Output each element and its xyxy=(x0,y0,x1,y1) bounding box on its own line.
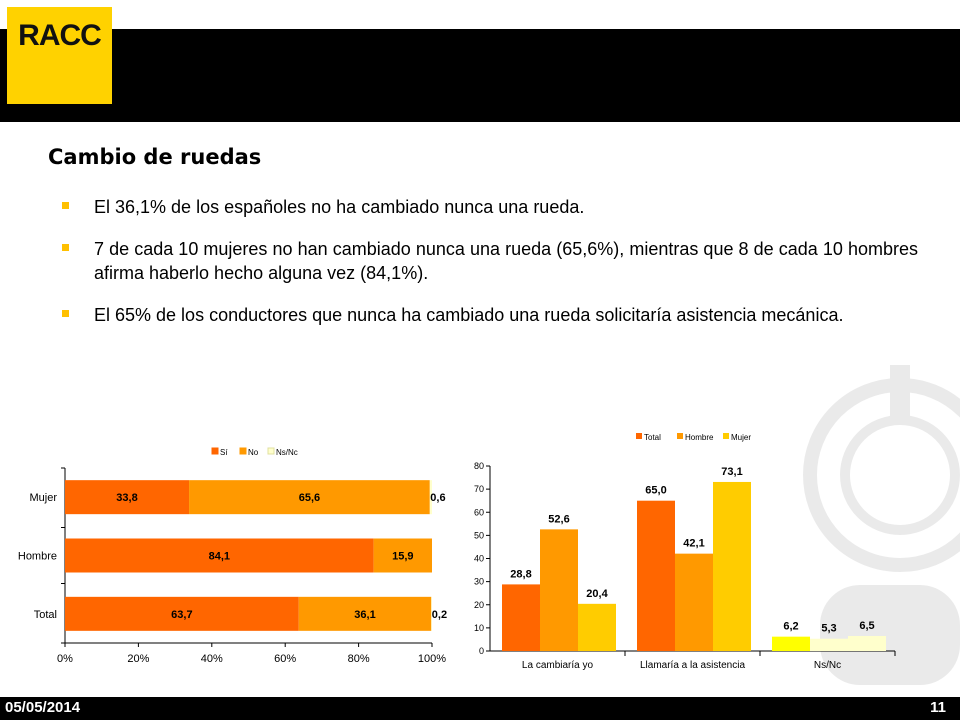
legend-swatch xyxy=(636,433,642,439)
bar xyxy=(540,529,578,651)
x-tick-label: 80% xyxy=(348,653,370,665)
data-label: 6,5 xyxy=(859,620,874,632)
bullet-item: El 36,1% de los españoles no ha cambiado… xyxy=(60,195,918,219)
bullet-square-icon xyxy=(62,310,69,317)
y-tick-label: 0 xyxy=(479,646,484,656)
legend-swatch xyxy=(239,447,247,455)
bullet-text: El 65% de los conductores que nunca ha c… xyxy=(94,305,844,325)
x-tick-label: 40% xyxy=(201,653,223,665)
y-tick-label: 60 xyxy=(474,507,484,517)
legend-swatch xyxy=(211,447,219,455)
bar-segment xyxy=(65,480,190,515)
footer-date: 05/05/2014 xyxy=(5,699,81,716)
crest-watermark xyxy=(803,365,960,685)
category-label: Llamaría a la asistencia xyxy=(640,660,745,671)
data-label: 0,6 xyxy=(430,492,445,504)
bar-segment xyxy=(298,596,432,631)
data-label: 84,1 xyxy=(209,551,230,563)
y-tick-label: 70 xyxy=(474,484,484,494)
legend-label: Sí xyxy=(220,448,228,457)
category-label: Mujer xyxy=(29,492,57,504)
y-tick-label: 50 xyxy=(474,530,484,540)
bar xyxy=(637,500,675,651)
data-label: 6,2 xyxy=(783,621,798,633)
bullet-text: 7 de cada 10 mujeres no han cambiado nun… xyxy=(94,239,918,283)
bullet-list: El 36,1% de los españoles no ha cambiado… xyxy=(60,195,918,345)
x-tick-label: 20% xyxy=(127,653,149,665)
bullet-square-icon xyxy=(62,202,69,209)
header-bar xyxy=(0,29,960,122)
legend-swatch xyxy=(677,433,683,439)
bar xyxy=(713,481,751,651)
legend-label: Ns/Nc xyxy=(276,448,298,457)
bar-segment xyxy=(429,480,432,515)
data-label: 28,8 xyxy=(510,568,531,580)
data-label: 15,9 xyxy=(392,551,413,563)
bar xyxy=(810,638,848,651)
data-label: 52,6 xyxy=(548,513,569,525)
data-label: 5,3 xyxy=(821,623,836,635)
bar xyxy=(675,553,713,651)
data-label: 0,2 xyxy=(432,609,447,621)
data-label: 42,1 xyxy=(683,538,704,550)
data-label: 63,7 xyxy=(171,609,192,621)
footer-bar: 05/05/2014 11 xyxy=(0,697,960,720)
legend-label: Mujer xyxy=(731,433,751,442)
x-tick-label: 60% xyxy=(274,653,296,665)
bar xyxy=(502,584,540,651)
bar-segment xyxy=(65,596,299,631)
data-label: 73,1 xyxy=(721,466,742,478)
page-number: 11 xyxy=(930,699,946,716)
bullet-text: El 36,1% de los españoles no ha cambiado… xyxy=(94,197,585,217)
y-tick-label: 40 xyxy=(474,554,484,564)
y-tick-label: 30 xyxy=(474,577,484,587)
data-label: 20,4 xyxy=(586,588,608,600)
bullet-item: 7 de cada 10 mujeres no han cambiado nun… xyxy=(60,237,918,285)
bar xyxy=(772,636,810,651)
racc-logo: RACC xyxy=(7,7,112,104)
x-tick-label: 100% xyxy=(418,653,446,665)
data-label: 65,0 xyxy=(645,485,666,497)
bar-segment xyxy=(431,596,432,631)
data-label: 36,1 xyxy=(354,609,375,621)
bar-segment xyxy=(65,538,374,573)
data-label: 33,8 xyxy=(116,492,137,504)
y-tick-label: 80 xyxy=(474,461,484,471)
legend-label: Hombre xyxy=(685,433,714,442)
bar-segment xyxy=(373,538,432,573)
category-label: Ns/Nc xyxy=(814,660,841,671)
category-label: Hombre xyxy=(18,551,57,563)
legend-label: No xyxy=(248,448,259,457)
y-tick-label: 10 xyxy=(474,623,484,633)
data-label: 65,6 xyxy=(299,492,320,504)
legend-swatch xyxy=(267,447,275,455)
y-tick-label: 20 xyxy=(474,600,484,610)
logo-text: RACC xyxy=(18,19,102,52)
category-label: La cambiaría yo xyxy=(522,660,594,671)
legend-label: Total xyxy=(644,433,661,442)
slide-title: Cambio de ruedas xyxy=(48,145,262,169)
x-tick-label: 0% xyxy=(57,653,73,665)
bullet-square-icon xyxy=(62,244,69,251)
bar xyxy=(848,635,886,651)
bar-segment xyxy=(189,480,430,515)
legend-swatch xyxy=(723,433,729,439)
category-label: Total xyxy=(34,609,57,621)
bullet-item: El 65% de los conductores que nunca ha c… xyxy=(60,303,918,327)
bar xyxy=(578,603,616,651)
